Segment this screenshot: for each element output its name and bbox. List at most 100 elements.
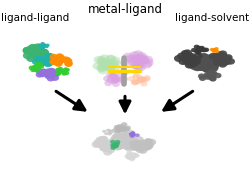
Circle shape [41, 56, 50, 62]
Circle shape [112, 128, 118, 133]
Circle shape [138, 144, 147, 151]
Circle shape [111, 77, 119, 82]
Circle shape [120, 67, 125, 70]
Circle shape [139, 147, 147, 154]
Circle shape [38, 48, 48, 56]
Circle shape [207, 54, 218, 63]
Circle shape [193, 57, 204, 66]
Circle shape [34, 47, 44, 55]
Circle shape [106, 129, 110, 132]
Circle shape [92, 141, 101, 148]
Circle shape [52, 71, 60, 77]
Circle shape [62, 70, 67, 74]
Circle shape [134, 142, 142, 149]
Circle shape [206, 71, 213, 77]
Circle shape [200, 59, 211, 67]
Circle shape [32, 59, 40, 65]
Circle shape [134, 145, 143, 151]
Circle shape [33, 43, 43, 51]
Circle shape [32, 47, 42, 54]
Circle shape [199, 47, 204, 51]
Circle shape [112, 142, 118, 146]
Circle shape [110, 73, 118, 79]
Circle shape [102, 63, 112, 70]
Circle shape [103, 140, 112, 148]
Circle shape [46, 55, 55, 61]
Circle shape [112, 77, 120, 83]
Circle shape [38, 58, 46, 65]
Circle shape [47, 58, 56, 64]
Circle shape [38, 58, 46, 65]
Circle shape [105, 64, 115, 72]
Circle shape [194, 61, 205, 70]
Circle shape [139, 143, 147, 149]
Circle shape [194, 57, 204, 65]
Circle shape [123, 137, 134, 146]
Circle shape [120, 139, 132, 148]
Circle shape [198, 59, 209, 67]
Circle shape [112, 81, 120, 87]
Circle shape [122, 140, 134, 149]
Circle shape [136, 55, 146, 64]
Circle shape [120, 70, 126, 74]
Circle shape [129, 140, 138, 147]
Circle shape [111, 133, 123, 142]
Circle shape [214, 47, 219, 50]
Circle shape [38, 49, 48, 56]
Circle shape [129, 51, 140, 59]
Circle shape [43, 55, 51, 62]
Circle shape [206, 73, 214, 78]
Circle shape [58, 57, 67, 63]
Circle shape [98, 136, 108, 143]
Circle shape [223, 59, 231, 65]
Circle shape [131, 55, 142, 64]
Circle shape [101, 145, 110, 152]
Circle shape [212, 53, 220, 59]
Circle shape [195, 63, 206, 71]
Circle shape [102, 61, 113, 68]
Circle shape [193, 53, 202, 60]
Circle shape [114, 134, 125, 143]
Circle shape [117, 134, 128, 143]
Circle shape [107, 140, 117, 147]
Circle shape [202, 48, 207, 52]
Circle shape [224, 54, 233, 61]
Circle shape [141, 60, 152, 69]
Circle shape [184, 55, 194, 62]
Circle shape [50, 59, 58, 65]
Circle shape [42, 58, 51, 64]
Circle shape [120, 132, 131, 140]
Circle shape [35, 44, 45, 51]
Circle shape [137, 57, 147, 65]
Circle shape [119, 78, 127, 84]
Circle shape [108, 73, 116, 79]
Circle shape [106, 72, 114, 78]
Circle shape [208, 75, 216, 80]
Circle shape [102, 130, 106, 133]
Circle shape [110, 129, 114, 132]
Circle shape [109, 131, 113, 134]
Circle shape [105, 141, 115, 148]
Circle shape [104, 141, 113, 148]
Circle shape [194, 45, 200, 49]
Circle shape [211, 54, 220, 60]
Circle shape [202, 48, 208, 52]
Circle shape [110, 59, 120, 67]
Circle shape [200, 62, 211, 70]
Circle shape [129, 157, 135, 161]
Circle shape [124, 125, 131, 130]
Circle shape [134, 79, 141, 84]
Circle shape [116, 133, 127, 142]
Circle shape [144, 138, 153, 145]
Circle shape [142, 141, 151, 148]
Circle shape [220, 60, 229, 66]
Circle shape [123, 53, 134, 61]
Circle shape [112, 142, 124, 150]
Circle shape [132, 136, 144, 145]
Circle shape [110, 73, 118, 79]
Circle shape [140, 143, 149, 149]
Circle shape [182, 55, 191, 63]
Circle shape [120, 128, 126, 132]
Circle shape [198, 63, 208, 71]
Circle shape [42, 45, 46, 48]
